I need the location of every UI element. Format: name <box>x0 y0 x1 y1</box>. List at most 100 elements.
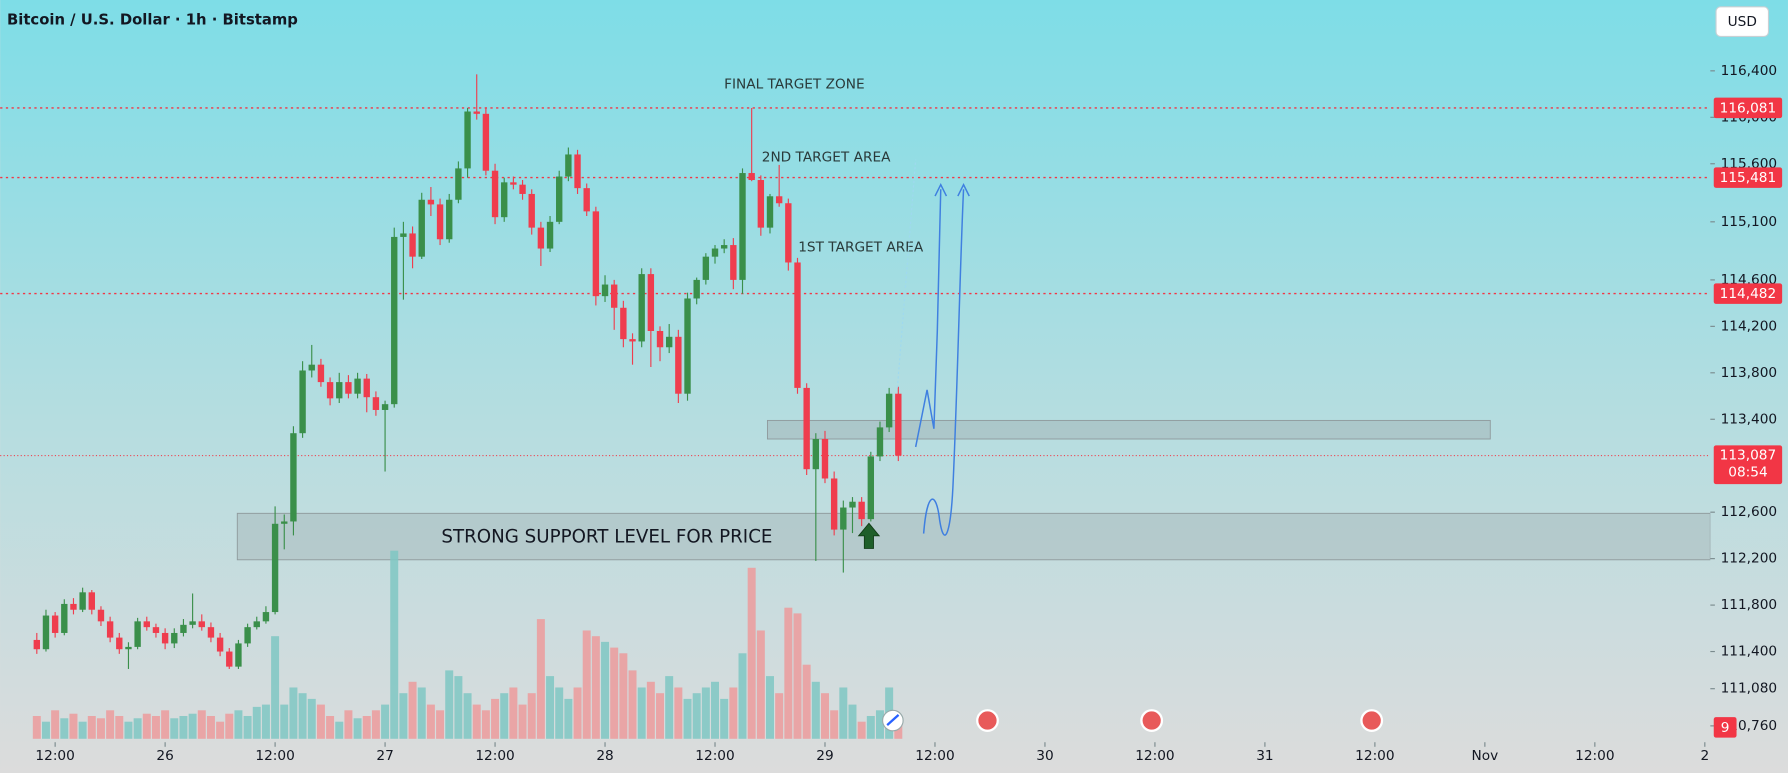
candle-body <box>299 370 306 434</box>
candle <box>290 426 297 536</box>
candle <box>207 622 215 643</box>
candle <box>42 609 50 652</box>
volume-bar <box>610 647 619 739</box>
candle <box>720 239 728 254</box>
candle <box>638 268 645 348</box>
candle <box>372 391 380 416</box>
volume-bar <box>32 715 41 739</box>
volume-bar <box>536 619 545 739</box>
event-icon[interactable] <box>1360 709 1384 732</box>
candle-body <box>262 612 270 622</box>
candle <box>565 147 572 182</box>
volume-bar <box>500 693 509 739</box>
candle <box>537 221 545 266</box>
candle <box>134 617 141 650</box>
annotation: 1ST TARGET AREA <box>798 239 924 255</box>
volume-bar <box>206 715 215 739</box>
candle <box>152 623 160 638</box>
candle-body <box>876 427 884 457</box>
event-icon[interactable] <box>976 709 999 732</box>
volume-bar <box>830 710 839 739</box>
event-icon[interactable] <box>1140 709 1164 732</box>
candle-body <box>79 592 86 610</box>
volume-bar <box>866 715 875 739</box>
volume-bar <box>41 721 50 739</box>
x-tick-label: 12:00 <box>255 748 294 764</box>
candle-body <box>867 456 875 520</box>
volume-bar <box>280 704 289 739</box>
candle <box>51 612 59 638</box>
candle <box>116 632 123 654</box>
x-tick-label: 2 <box>1700 748 1709 764</box>
candle <box>858 497 865 527</box>
x-tick-label: 29 <box>816 748 833 764</box>
volume-bar <box>454 676 463 739</box>
arrow-head <box>934 183 948 197</box>
candle <box>702 253 710 285</box>
volume-bar <box>665 676 674 739</box>
candle <box>785 198 792 271</box>
currency-button[interactable] <box>1715 6 1770 38</box>
volume-bar <box>381 704 390 739</box>
y-tick-label: 112,200 <box>1721 551 1778 567</box>
volume-bar <box>417 687 426 739</box>
volume-bar <box>802 664 811 739</box>
candle <box>491 163 499 225</box>
volume-bar <box>307 698 316 739</box>
candle <box>501 177 508 222</box>
volume-bar <box>711 681 720 739</box>
volume-bar <box>371 710 380 739</box>
drawings <box>857 159 970 549</box>
candle <box>198 614 205 631</box>
candle <box>656 326 664 362</box>
candle-body <box>849 501 856 508</box>
volume-bar <box>335 721 344 739</box>
level-price-label: 115,481 <box>1720 170 1777 186</box>
candle-body <box>436 204 444 240</box>
x-tick-label: Nov <box>1472 748 1499 764</box>
candle <box>885 387 893 433</box>
candle-body <box>656 330 664 348</box>
candle <box>684 292 691 401</box>
candle <box>629 333 636 365</box>
candle-body <box>464 111 471 169</box>
volume-bar <box>683 698 692 739</box>
candle-body <box>161 632 169 644</box>
candle-body <box>592 211 600 297</box>
volume-bar <box>848 704 857 739</box>
annotation: 2ND TARGET AREA <box>762 149 891 165</box>
candle-body <box>785 203 792 263</box>
zone <box>236 512 1711 561</box>
candle <box>583 183 590 217</box>
candle <box>308 344 315 378</box>
volume-bar <box>225 713 234 739</box>
volume-bar <box>353 718 362 739</box>
candle <box>620 300 627 348</box>
candle <box>601 275 609 302</box>
candle-body <box>235 643 242 667</box>
volume-bar <box>720 698 729 739</box>
volume-bar <box>646 681 655 739</box>
candle <box>665 324 673 354</box>
volume-bar <box>390 550 399 739</box>
y-tick-label: 112,600 <box>1721 504 1778 520</box>
candle <box>244 623 251 647</box>
candle-body <box>400 233 407 237</box>
candle <box>803 383 810 476</box>
candles <box>33 74 902 669</box>
volume-bar <box>436 710 445 739</box>
volume-bar <box>628 670 637 739</box>
x-tick-label: 12:00 <box>1135 748 1174 764</box>
candle-body <box>638 274 645 342</box>
candle <box>748 108 755 182</box>
candle-body <box>253 621 260 628</box>
candle-body <box>354 378 361 394</box>
volume-bar <box>69 713 78 739</box>
y-tick-label: 111,080 <box>1721 681 1778 697</box>
volume-bar <box>857 721 866 739</box>
candle <box>88 589 95 615</box>
volume-bar <box>87 715 96 739</box>
level-price-label: 116,081 <box>1720 100 1777 116</box>
volume-bar <box>179 715 188 739</box>
